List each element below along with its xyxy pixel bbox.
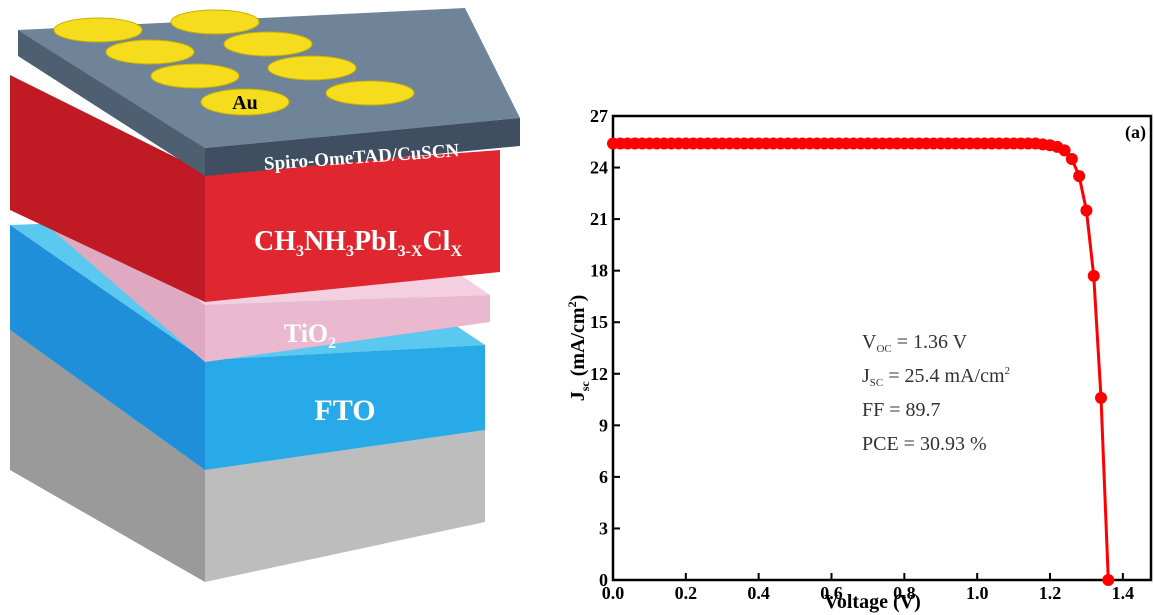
x-tick-label: 0.0: [602, 583, 625, 603]
text-part: = 1.36 V: [892, 331, 968, 353]
contact: [54, 18, 142, 42]
x-tick-label: 1.4: [1112, 583, 1135, 603]
annotation: PCE = 30.93 %: [862, 433, 987, 455]
layer-label: Au: [232, 92, 258, 114]
text-part: ): [567, 295, 589, 302]
layer-label: FTO: [314, 394, 375, 427]
y-tick-label: 21: [590, 209, 608, 229]
y-tick-label: 12: [590, 364, 608, 384]
label-part: TiO: [284, 319, 328, 348]
device-diagram: FTO TiO2 CH3NH3PbI3-XClX Spiro-OmeTAD/Cu…: [10, 8, 520, 582]
y-tick-label: 9: [599, 415, 608, 435]
label-part: CH: [254, 226, 296, 257]
jv-point: [1095, 392, 1107, 404]
jv-point: [1102, 574, 1114, 586]
x-tick-label: 0.4: [747, 583, 770, 603]
y-tick-label: 6: [599, 467, 608, 487]
label-part: 3: [346, 243, 354, 260]
text-part: OC: [876, 343, 891, 355]
contact: [268, 56, 356, 80]
jv-point: [1066, 153, 1078, 165]
annotation: JSC = 25.4 mA/cm2: [862, 365, 1010, 389]
text-part: (mA/cm: [567, 307, 589, 381]
x-tick-label: 0.2: [675, 583, 698, 603]
contact: [326, 81, 414, 105]
text-part: SC: [870, 377, 883, 389]
layer-label: CH3NH3PbI3-XClX: [254, 226, 462, 260]
panel-label: (a): [1125, 122, 1146, 143]
text-part: = 25.4 mA/cm: [883, 365, 1005, 387]
label-part: X: [450, 243, 462, 260]
annotation: VOC = 1.36 V: [862, 331, 968, 355]
annotation: FF = 89.7: [862, 399, 941, 421]
label-part: Cl: [422, 226, 450, 257]
label-part: PbI: [354, 226, 398, 257]
label-part: 3: [296, 243, 304, 260]
label-part: 2: [328, 335, 336, 352]
jv-point: [1088, 270, 1100, 282]
label-part: 3-X: [398, 243, 423, 260]
contact: [171, 10, 259, 34]
x-axis-label: Voltage (V): [824, 591, 920, 613]
y-tick-label: 3: [599, 518, 608, 538]
jv-point: [1073, 170, 1085, 182]
y-axis-label: Jsc (mA/cm2): [565, 295, 592, 402]
contact: [106, 40, 194, 64]
text-part: V: [862, 331, 877, 353]
contact: [151, 64, 239, 88]
y-tick-label: 15: [590, 312, 608, 332]
x-tick-label: 1.0: [966, 583, 989, 603]
contact: [224, 32, 312, 56]
y-tick-label: 24: [590, 158, 608, 178]
text-part: PCE = 30.93 %: [862, 433, 987, 455]
label-part: NH: [304, 226, 346, 257]
jv-line: [613, 143, 1108, 580]
jv-point: [1080, 205, 1092, 217]
text-part: J: [567, 391, 589, 401]
text-part: J: [862, 365, 870, 387]
text-part: 2: [1005, 365, 1011, 377]
text-part: FF = 89.7: [862, 399, 941, 421]
y-tick-label: 27: [590, 106, 608, 126]
figure: FTO TiO2 CH3NH3PbI3-XClX Spiro-OmeTAD/Cu…: [0, 0, 1154, 615]
x-tick-label: 1.2: [1039, 583, 1062, 603]
y-tick-label: 18: [590, 261, 608, 281]
